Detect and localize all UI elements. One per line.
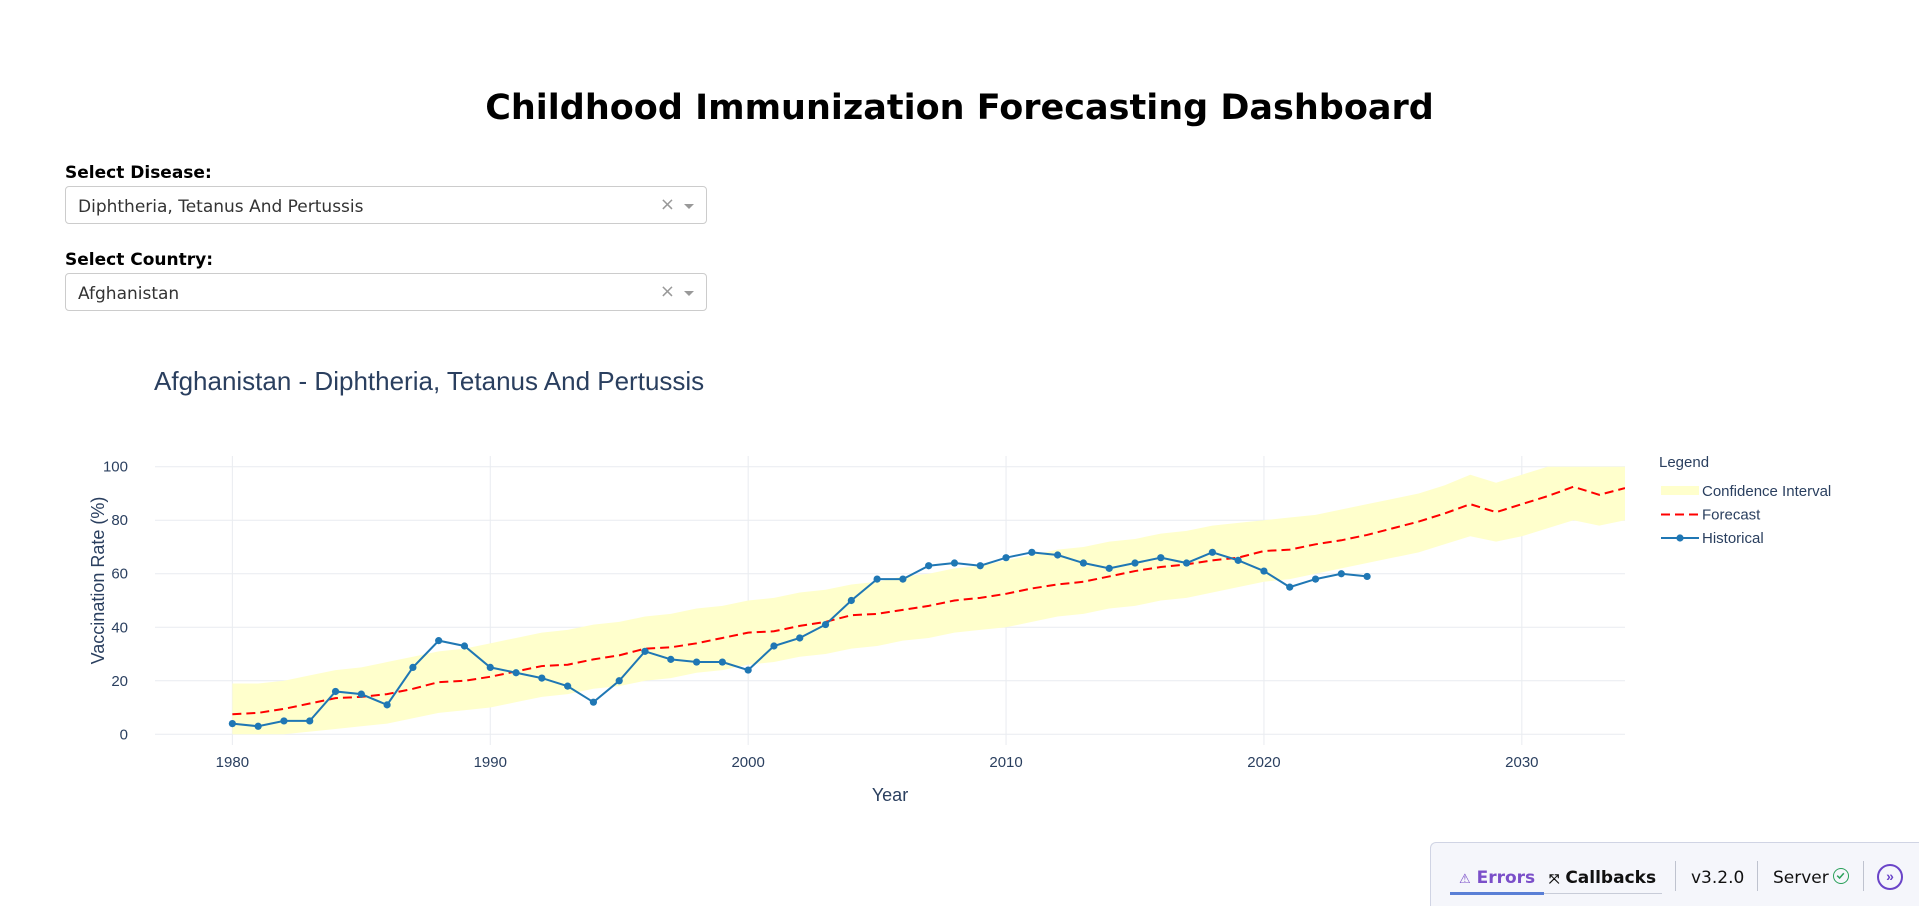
historical-point — [254, 722, 262, 730]
historical-point — [1105, 564, 1113, 572]
historical-point — [744, 666, 752, 674]
historical-point — [950, 559, 959, 567]
historical-point — [1208, 548, 1216, 556]
x-tick-label: 2020 — [1247, 754, 1280, 771]
historical-point — [692, 658, 701, 666]
historical-point — [718, 658, 726, 666]
historical-point — [770, 642, 778, 650]
version-label: v3.2.0 — [1691, 868, 1745, 888]
y-axis-label: Vaccination Rate (%) — [88, 497, 108, 665]
historical-point — [1260, 567, 1268, 575]
historical-point — [899, 575, 907, 583]
x-axis-label: Year — [872, 785, 908, 805]
confidence-interval-band — [232, 466, 1625, 735]
y-tick-label: 60 — [111, 566, 128, 583]
historical-point — [1131, 559, 1139, 567]
historical-point — [512, 669, 520, 677]
errors-tab[interactable]: ⚠ Errors — [1459, 868, 1535, 888]
historical-point — [1234, 556, 1242, 564]
divider — [1863, 861, 1864, 891]
disease-label: Select Disease: — [65, 163, 212, 183]
chevron-down-icon[interactable] — [684, 204, 694, 209]
historical-point — [1079, 559, 1088, 567]
divider — [1757, 861, 1758, 891]
historical-point — [1157, 554, 1165, 562]
historical-point — [1286, 583, 1294, 591]
historical-point — [1363, 572, 1371, 581]
server-status-label: Server — [1773, 868, 1829, 888]
y-tick-label: 20 — [111, 673, 128, 690]
historical-point — [641, 647, 649, 655]
x-tick-label: 2010 — [989, 754, 1022, 771]
historical-point — [486, 663, 494, 671]
historical-point — [383, 701, 391, 709]
divider — [1675, 861, 1676, 891]
errors-tab-label: Errors — [1476, 868, 1536, 888]
legend-title: Legend — [1659, 454, 1709, 471]
y-tick-label: 100 — [103, 459, 128, 476]
disease-clear-icon[interactable]: × — [659, 194, 675, 215]
y-tick-label: 80 — [111, 512, 128, 529]
historical-point — [873, 575, 881, 583]
historical-point — [538, 674, 546, 682]
historical-point — [821, 620, 830, 629]
callbacks-tab[interactable]: ⤧ Callbacks — [1549, 868, 1656, 888]
page-title: Childhood Immunization Forecasting Dashb… — [485, 88, 1434, 128]
historical-point — [564, 682, 572, 690]
callbacks-tab-label: Callbacks — [1565, 868, 1657, 888]
historical-point — [976, 562, 984, 570]
historical-point — [1002, 554, 1010, 562]
historical-point — [409, 663, 417, 671]
historical-point — [615, 677, 623, 685]
chevron-down-icon[interactable] — [684, 291, 694, 296]
historical-point — [667, 655, 675, 663]
x-tick-label: 1980 — [216, 754, 249, 771]
historical-point — [1054, 551, 1062, 559]
historical-point — [796, 634, 804, 642]
historical-point — [847, 596, 855, 605]
historical-point — [435, 637, 443, 645]
legend-item-label: Confidence Interval — [1702, 483, 1831, 500]
x-tick-label: 1990 — [474, 754, 507, 771]
vaccination-chart: Afghanistan - Diphtheria, Tetanus And Pe… — [88, 366, 1831, 805]
historical-point — [357, 690, 365, 698]
historical-point — [331, 687, 340, 696]
y-tick-label: 40 — [111, 619, 128, 636]
callbacks-tab-indicator — [1544, 893, 1662, 894]
y-tick-label: 0 — [120, 726, 128, 743]
disease-dropdown[interactable]: Diphtheria, Tetanus And Pertussis × — [65, 186, 707, 224]
historical-point — [306, 717, 314, 725]
legend-swatch-historical-marker — [1676, 534, 1684, 542]
legend-item-label: Forecast — [1702, 507, 1761, 524]
disease-selected-value: Diphtheria, Tetanus And Pertussis — [78, 197, 364, 217]
legend-item-label: Historical — [1702, 530, 1764, 547]
historical-point — [1311, 575, 1320, 583]
historical-point — [1028, 548, 1036, 556]
chart-title: Afghanistan - Diphtheria, Tetanus And Pe… — [154, 366, 704, 396]
check-circle-icon — [1833, 868, 1849, 884]
historical-point — [1337, 570, 1345, 578]
historical-point — [228, 719, 236, 728]
historical-point — [280, 717, 288, 725]
warning-triangle-icon: ⚠ — [1459, 872, 1471, 887]
double-chevron-right-icon[interactable]: » — [1877, 864, 1903, 890]
x-tick-label: 2000 — [731, 754, 764, 771]
historical-point — [589, 698, 598, 706]
callback-graph-icon: ⤧ — [1549, 872, 1560, 887]
errors-tab-indicator — [1450, 892, 1544, 895]
country-dropdown[interactable]: Afghanistan × — [65, 273, 707, 311]
legend-swatch-confidence-interval — [1661, 486, 1699, 495]
country-label: Select Country: — [65, 250, 214, 270]
country-clear-icon[interactable]: × — [659, 281, 675, 302]
forecast-line — [232, 485, 1625, 716]
historical-point — [925, 562, 933, 570]
historical-point — [460, 642, 469, 650]
country-selected-value: Afghanistan — [78, 284, 180, 304]
x-tick-label: 2030 — [1505, 754, 1538, 771]
dash-debug-menu: ⚠ Errors ⤧ Callbacks v3.2.0 Server » — [1430, 842, 1919, 906]
historical-point — [1182, 559, 1191, 567]
